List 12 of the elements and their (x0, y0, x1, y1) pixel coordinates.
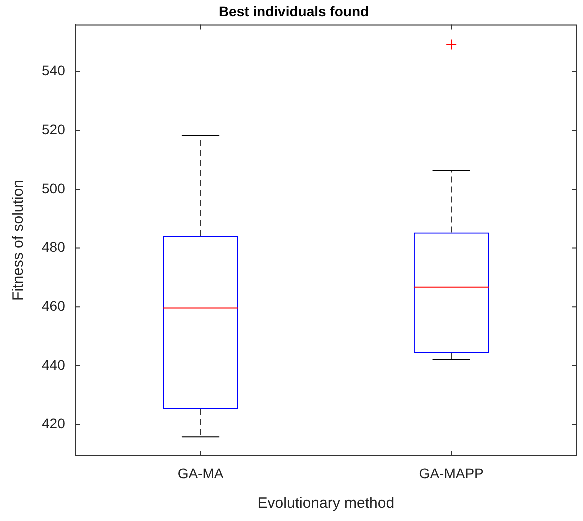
x-tick-label: GA-MA (178, 465, 224, 482)
y-tick-label: 440 (42, 356, 66, 373)
y-tick-label: 460 (42, 298, 66, 314)
y-axis-title: Fitness of solution (10, 180, 28, 301)
y-tick-label: 520 (42, 122, 66, 138)
x-axis-title: Evolutionary method (258, 495, 395, 512)
chart-title: Best individuals found (218, 3, 370, 20)
y-tick-label: 540 (42, 62, 66, 79)
y-tick-label: 480 (42, 239, 66, 256)
y-tick-label: 500 (42, 180, 66, 196)
x-tick-label: GA-MAPP (419, 465, 484, 482)
y-tick-label: 420 (42, 416, 66, 432)
